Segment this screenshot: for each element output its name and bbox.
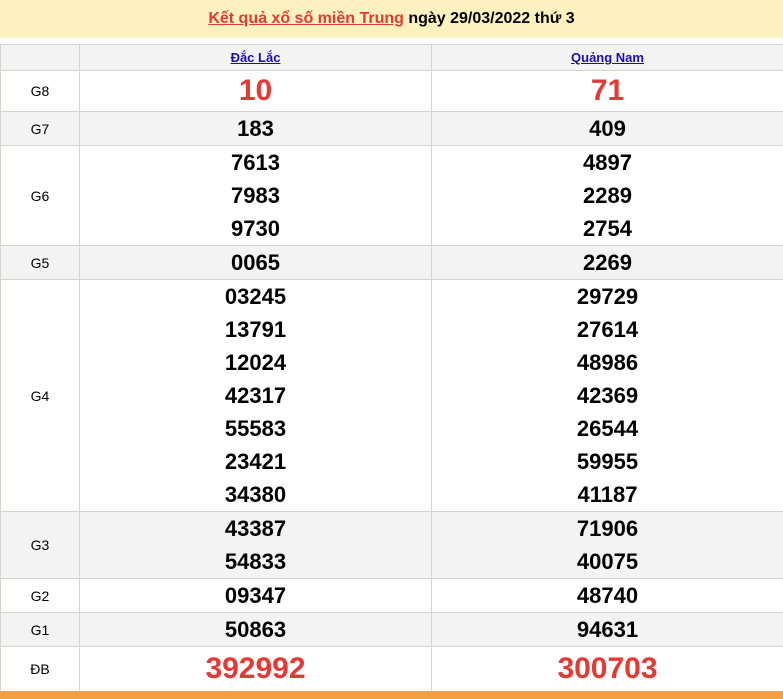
prize-cell: 48740 bbox=[431, 578, 783, 613]
prize-number: 392992 bbox=[205, 652, 306, 685]
prize-number: 4897 bbox=[583, 150, 632, 175]
prize-cell: 71906 40075 bbox=[431, 511, 783, 579]
prize-label: G1 bbox=[0, 612, 80, 647]
prize-label: G2 bbox=[0, 578, 80, 613]
prize-cell: 2269 bbox=[431, 245, 783, 280]
prize-cell: 392992 bbox=[79, 646, 432, 692]
prize-number: 34380 bbox=[224, 482, 287, 507]
prize-row: G5 0065 2269 bbox=[0, 245, 783, 280]
prize-number: 71 bbox=[590, 74, 625, 107]
prize-label: G5 bbox=[0, 245, 80, 280]
prize-number: 94631 bbox=[576, 617, 639, 642]
prize-number: 10 bbox=[238, 74, 273, 107]
prize-cell: 71 bbox=[431, 70, 783, 112]
prize-number: 0065 bbox=[231, 250, 280, 275]
prize-number: 2269 bbox=[583, 250, 632, 275]
prize-number: 03245 bbox=[224, 284, 287, 309]
page-title: Kết quả xổ số miền Trung ngày 29/03/2022… bbox=[0, 0, 783, 38]
prize-header bbox=[0, 44, 80, 71]
prize-number: 09347 bbox=[224, 583, 287, 608]
footer-bar bbox=[0, 691, 783, 699]
prize-number: 27614 bbox=[576, 317, 639, 342]
prize-number: 2754 bbox=[583, 216, 632, 241]
prize-row: G8 10 71 bbox=[0, 70, 783, 112]
prize-number: 48986 bbox=[576, 350, 639, 375]
prize-row: G4 03245 13791 12024 42317 55583 23421 34380 297… bbox=[0, 279, 783, 512]
prize-cell: 09347 bbox=[79, 578, 432, 613]
prize-cell: 300703 bbox=[431, 646, 783, 692]
prize-cell: 29729 27614 48986 42369 26544 59955 41187 bbox=[431, 279, 783, 512]
prize-number: 42369 bbox=[576, 383, 639, 408]
prize-number: 40075 bbox=[576, 549, 639, 574]
prize-number: 13791 bbox=[224, 317, 287, 342]
prize-number: 71906 bbox=[576, 516, 639, 541]
prize-number: 54833 bbox=[224, 549, 287, 574]
prize-row: G2 09347 48740 bbox=[0, 578, 783, 613]
prize-number: 59955 bbox=[576, 449, 639, 474]
prize-number: 7983 bbox=[231, 183, 280, 208]
prize-number: 50863 bbox=[224, 617, 287, 642]
prize-cell: 03245 13791 12024 42317 55583 23421 34380 bbox=[79, 279, 432, 512]
prize-row: G1 50863 94631 bbox=[0, 612, 783, 647]
prize-number: 41187 bbox=[577, 482, 638, 507]
prize-row: G3 43387 54833 71906 40075 bbox=[0, 511, 783, 579]
prize-number: 183 bbox=[237, 116, 274, 141]
prize-row: ĐB 392992 300703 bbox=[0, 646, 783, 692]
prize-row: G7 183 409 bbox=[0, 111, 783, 146]
prize-number: 43387 bbox=[224, 516, 287, 541]
results-table: Đắc Lắc Quảng Nam G8 10 71 G7 183 409 G6 7613 79… bbox=[0, 44, 783, 692]
prize-number: 48740 bbox=[576, 583, 639, 608]
prize-number: 55583 bbox=[224, 416, 287, 441]
prize-cell: 0065 bbox=[79, 245, 432, 280]
date-text: ngày 29/03/2022 thứ 3 bbox=[403, 10, 575, 27]
prize-number: 7613 bbox=[231, 150, 280, 175]
prize-label: G4 bbox=[0, 279, 80, 512]
prize-number: 26544 bbox=[576, 416, 639, 441]
prize-number: 2289 bbox=[583, 183, 632, 208]
prize-label: G7 bbox=[0, 111, 80, 146]
prize-cell: 50863 bbox=[79, 612, 432, 647]
prize-cell: 4897 2289 2754 bbox=[431, 145, 783, 246]
prize-row: G6 7613 7983 9730 4897 2289 2754 bbox=[0, 145, 783, 246]
prize-label: G3 bbox=[0, 511, 80, 579]
province-link-quang-nam[interactable]: Quảng Nam bbox=[571, 50, 644, 65]
prize-cell: 43387 54833 bbox=[79, 511, 432, 579]
region-link[interactable]: Kết quả xổ số miền Trung bbox=[208, 10, 404, 27]
prize-label: ĐB bbox=[0, 646, 80, 692]
prize-cell: 10 bbox=[79, 70, 432, 112]
prize-cell: 183 bbox=[79, 111, 432, 146]
prize-label: G6 bbox=[0, 145, 80, 246]
prize-number: 9730 bbox=[231, 216, 280, 241]
province-link-dac-lac[interactable]: Đắc Lắc bbox=[230, 50, 281, 65]
prize-label: G8 bbox=[0, 70, 80, 112]
prize-number: 29729 bbox=[576, 284, 639, 309]
prize-number: 12024 bbox=[224, 350, 287, 375]
prize-cell: 409 bbox=[431, 111, 783, 146]
prize-number: 300703 bbox=[557, 652, 658, 685]
prize-number: 42317 bbox=[224, 383, 287, 408]
prize-number: 409 bbox=[589, 116, 626, 141]
prize-number: 23421 bbox=[224, 449, 287, 474]
header-row: Đắc Lắc Quảng Nam bbox=[0, 44, 783, 71]
prize-cell: 94631 bbox=[431, 612, 783, 647]
prize-cell: 7613 7983 9730 bbox=[79, 145, 432, 246]
